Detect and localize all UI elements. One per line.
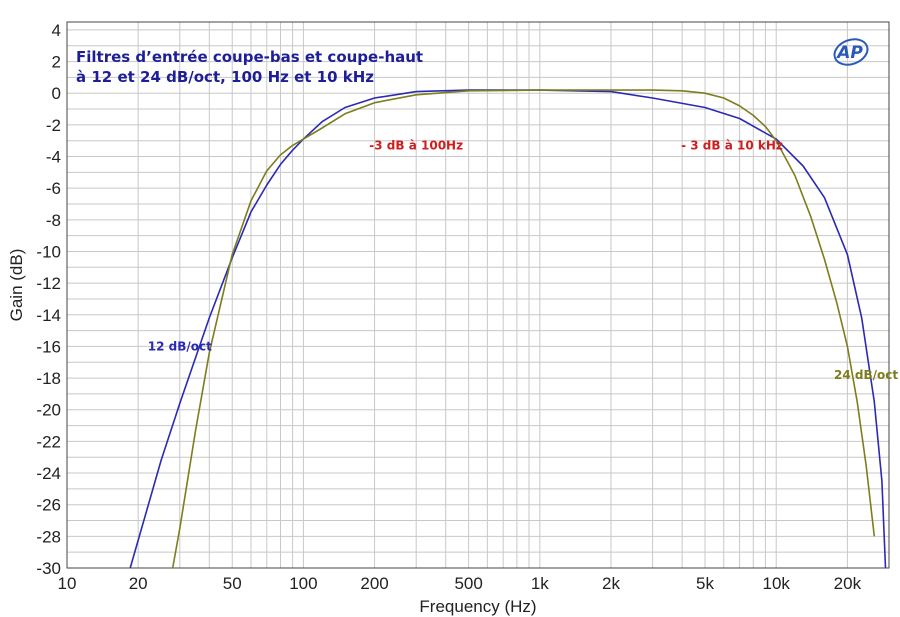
y-tick-label: 4 <box>52 21 61 40</box>
y-tick-label: -28 <box>36 527 61 546</box>
x-tick-label: 10k <box>762 574 790 593</box>
series-layer <box>129 89 887 569</box>
x-tick-label: 20 <box>129 574 148 593</box>
x-axis-label: Frequency (Hz) <box>419 597 536 616</box>
y-tick-label: -30 <box>36 559 61 578</box>
series-line-12db <box>129 89 887 569</box>
y-tick-label: -14 <box>36 306 61 325</box>
y-tick-label: 0 <box>52 84 61 103</box>
y-tick-label: -24 <box>36 464 61 483</box>
annotation-label: -3 dB à 100Hz <box>369 138 463 152</box>
y-tick-label: -12 <box>36 274 61 293</box>
x-tick-label: 100 <box>289 574 317 593</box>
x-tick-label: 1k <box>531 574 549 593</box>
plot-frame <box>66 21 890 569</box>
ap-logo: AP <box>833 38 869 66</box>
y-tick-label: -2 <box>46 116 61 135</box>
x-tick-labels: 10 20 50 100 200 500 1k 2k 5k 10k 20k <box>58 574 862 593</box>
x-tick-label: 500 <box>454 574 482 593</box>
x-tick-label: 20k <box>834 574 862 593</box>
y-axis-label: Gain (dB) <box>7 249 26 322</box>
chart-title-line-2: à 12 et 24 dB/oct, 100 Hz et 10 kHz <box>76 68 374 86</box>
y-tick-label: -22 <box>36 432 61 451</box>
x-tick-label: 5k <box>696 574 714 593</box>
annotation-label: 12 dB/oct <box>148 339 212 353</box>
y-tick-label: -6 <box>46 179 61 198</box>
y-tick-labels: 4 2 0 -2 -4 -6 -8 -10 -12 -14 -16 -18 -20 -22 -24 -26 -2… <box>36 21 61 578</box>
y-tick-label: -18 <box>36 369 61 388</box>
annotation-label: - 3 dB à 10 kHz <box>681 138 783 152</box>
y-tick-label: -4 <box>46 148 61 167</box>
y-tick-label: -10 <box>36 242 61 261</box>
x-tick-label: 10 <box>58 574 77 593</box>
annotations: -3 dB à 100Hz - 3 dB à 10 kHz 12 dB/oct 24 … <box>148 138 899 381</box>
x-tick-label: 200 <box>360 574 388 593</box>
y-tick-label: -8 <box>46 211 61 230</box>
y-tick-label: -26 <box>36 496 61 515</box>
y-tick-label: -20 <box>36 401 61 420</box>
y-tick-label: -16 <box>36 337 61 356</box>
chart-title-line-1: Filtres d’entrée coupe-bas et coupe-haut <box>76 48 423 66</box>
ap-logo-ring <box>833 38 869 66</box>
ap-logo-text: AP <box>835 43 863 63</box>
series-line-24db <box>171 89 876 569</box>
grid <box>66 22 890 569</box>
x-tick-label: 2k <box>602 574 620 593</box>
x-tick-label: 50 <box>223 574 242 593</box>
annotation-label: 24 dB/oct <box>834 368 898 382</box>
y-tick-label: 2 <box>52 53 61 72</box>
